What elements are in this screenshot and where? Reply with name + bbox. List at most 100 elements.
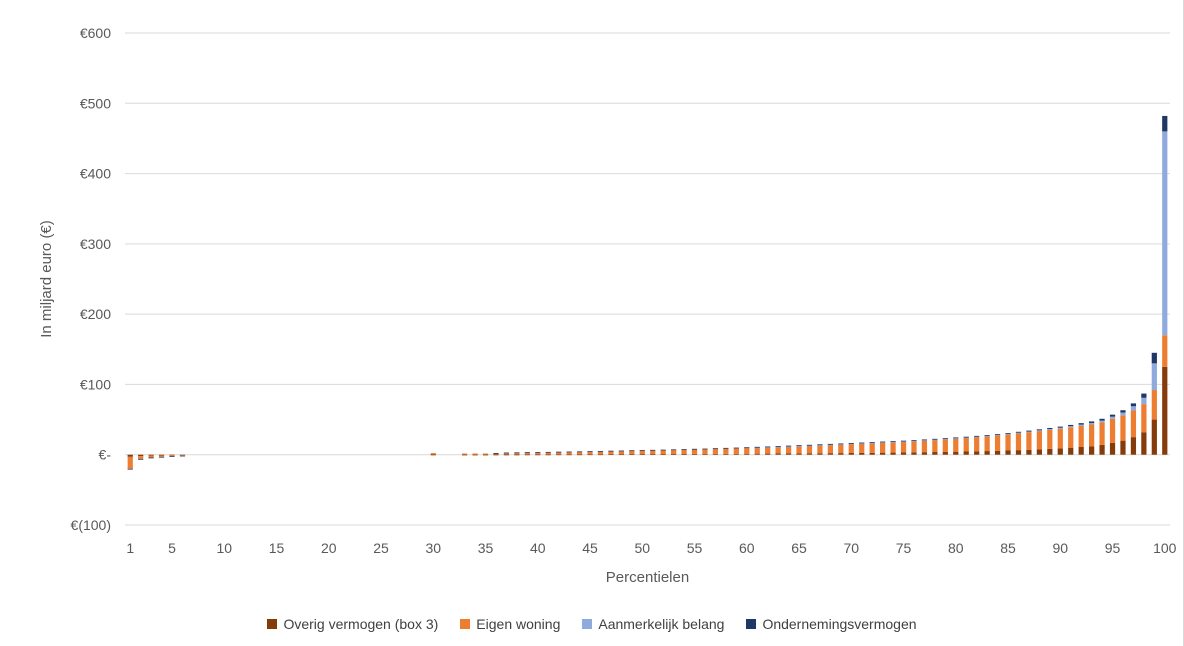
bar-segment (472, 454, 478, 456)
bar-segment (838, 444, 844, 454)
x-axis-tick-labels: 1 5 10 15 20 25 30 35 40 45 50 55 60 65 70 75 80 85 90 95 10… (126, 540, 1176, 556)
bar-segment (1130, 410, 1137, 438)
bar-segment (942, 438, 948, 439)
x-tick-label: 75 (896, 540, 912, 556)
bar-segment (1005, 434, 1011, 451)
bar-segment (660, 450, 666, 455)
bar-segment (932, 452, 938, 455)
bar-segment (1162, 131, 1168, 336)
bar-segment (911, 440, 917, 441)
bar-segment (827, 443, 833, 445)
bar-segment (629, 450, 635, 452)
bar-segment (514, 453, 520, 455)
bar-segment (785, 446, 792, 448)
bar-segment (785, 446, 792, 454)
bar-segment (639, 450, 645, 455)
bar-segment (942, 439, 948, 452)
bar-segment (430, 454, 436, 456)
bar-segment (859, 442, 865, 444)
bar-segment (1109, 418, 1116, 443)
y-tick-label: €600 (80, 25, 111, 41)
bar-segment (1036, 429, 1042, 431)
bar-segment (869, 442, 875, 453)
bar-segment (796, 445, 802, 454)
legend-item-overig-vermogen[interactable]: Overig vermogen (box 3) (267, 616, 438, 632)
bar-segment (671, 450, 677, 455)
bar-segment (1141, 404, 1147, 433)
bar-segment (1120, 440, 1126, 455)
bar-segment (785, 445, 792, 447)
bar-segment (1026, 449, 1032, 455)
x-tick-label: 100 (1153, 540, 1177, 556)
bar-segment (179, 455, 186, 457)
bar-segment (430, 453, 436, 455)
bar-segment (765, 446, 771, 448)
bar-segment (1026, 431, 1032, 433)
bar-segment (994, 450, 1001, 455)
gridlines (125, 32, 1170, 526)
bar-segment (869, 442, 875, 444)
bar-segment (556, 452, 562, 455)
bar-segment (1120, 415, 1126, 441)
bar-segment (462, 454, 468, 456)
bar-segment (1078, 423, 1084, 425)
bar-segment (817, 445, 823, 454)
x-tick-label: 1 (126, 540, 134, 556)
bar-segment (169, 455, 175, 457)
bar-segment (723, 453, 729, 455)
bar-segment (524, 454, 530, 456)
bar-segment (671, 449, 677, 451)
x-axis-title: Percentielen (606, 569, 689, 586)
bar-segment (911, 440, 917, 442)
x-tick-label: 35 (478, 540, 494, 556)
x-tick-label: 50 (634, 540, 650, 556)
bar-segment (587, 454, 593, 456)
bar-segment (827, 453, 833, 455)
bar-segment (880, 442, 886, 444)
bar-segment (681, 449, 687, 450)
bar-segment (984, 436, 990, 452)
bar-segment (493, 453, 499, 455)
legend-item-aanmerkelijk-belang[interactable]: Aanmerkelijk belang (582, 616, 724, 632)
legend-label-ondernemingsvermogen: Ondernemingsvermogen (762, 616, 917, 632)
bar-segment (848, 443, 854, 453)
legend-item-eigen-woning[interactable]: Eigen woning (460, 616, 560, 632)
bar-segment (806, 453, 813, 455)
bar-segment (1089, 421, 1095, 423)
bar-segment (806, 444, 813, 446)
bar-segment (566, 452, 572, 455)
bar-segment (1078, 424, 1084, 426)
bar-segment (921, 439, 928, 441)
bar-segment (859, 443, 865, 445)
bar-segment (556, 451, 562, 453)
bar-segment (608, 451, 614, 455)
bar-segment (817, 453, 823, 455)
bar-segment (629, 454, 635, 455)
bar-segment (1141, 397, 1147, 405)
bar-segment (775, 446, 781, 454)
x-tick-label: 90 (1052, 540, 1068, 556)
bar-segment (650, 454, 656, 455)
y-tick-label: €400 (80, 166, 111, 182)
bar-segment (942, 451, 948, 455)
bar-segment (576, 451, 583, 453)
bar-segment (1120, 410, 1126, 413)
bar-segment (597, 451, 604, 455)
bar-segment (493, 453, 499, 454)
bar-segment (1162, 335, 1168, 367)
bar-segment (712, 448, 719, 454)
bar-segment (472, 453, 478, 455)
bar-segment (1099, 418, 1105, 421)
bar-segment (1089, 422, 1095, 425)
bar-segment (566, 451, 572, 453)
bar-segment (1047, 428, 1053, 430)
bar-segment (1141, 393, 1147, 398)
bar-segment (1047, 429, 1053, 449)
bar-segment (1162, 115, 1168, 132)
bar-segment (974, 451, 980, 455)
bar-segment (608, 450, 614, 452)
bar-segment (953, 437, 959, 439)
legend-item-ondernemingsvermogen[interactable]: Ondernemingsvermogen (746, 616, 917, 632)
bar-segment (1015, 431, 1022, 433)
